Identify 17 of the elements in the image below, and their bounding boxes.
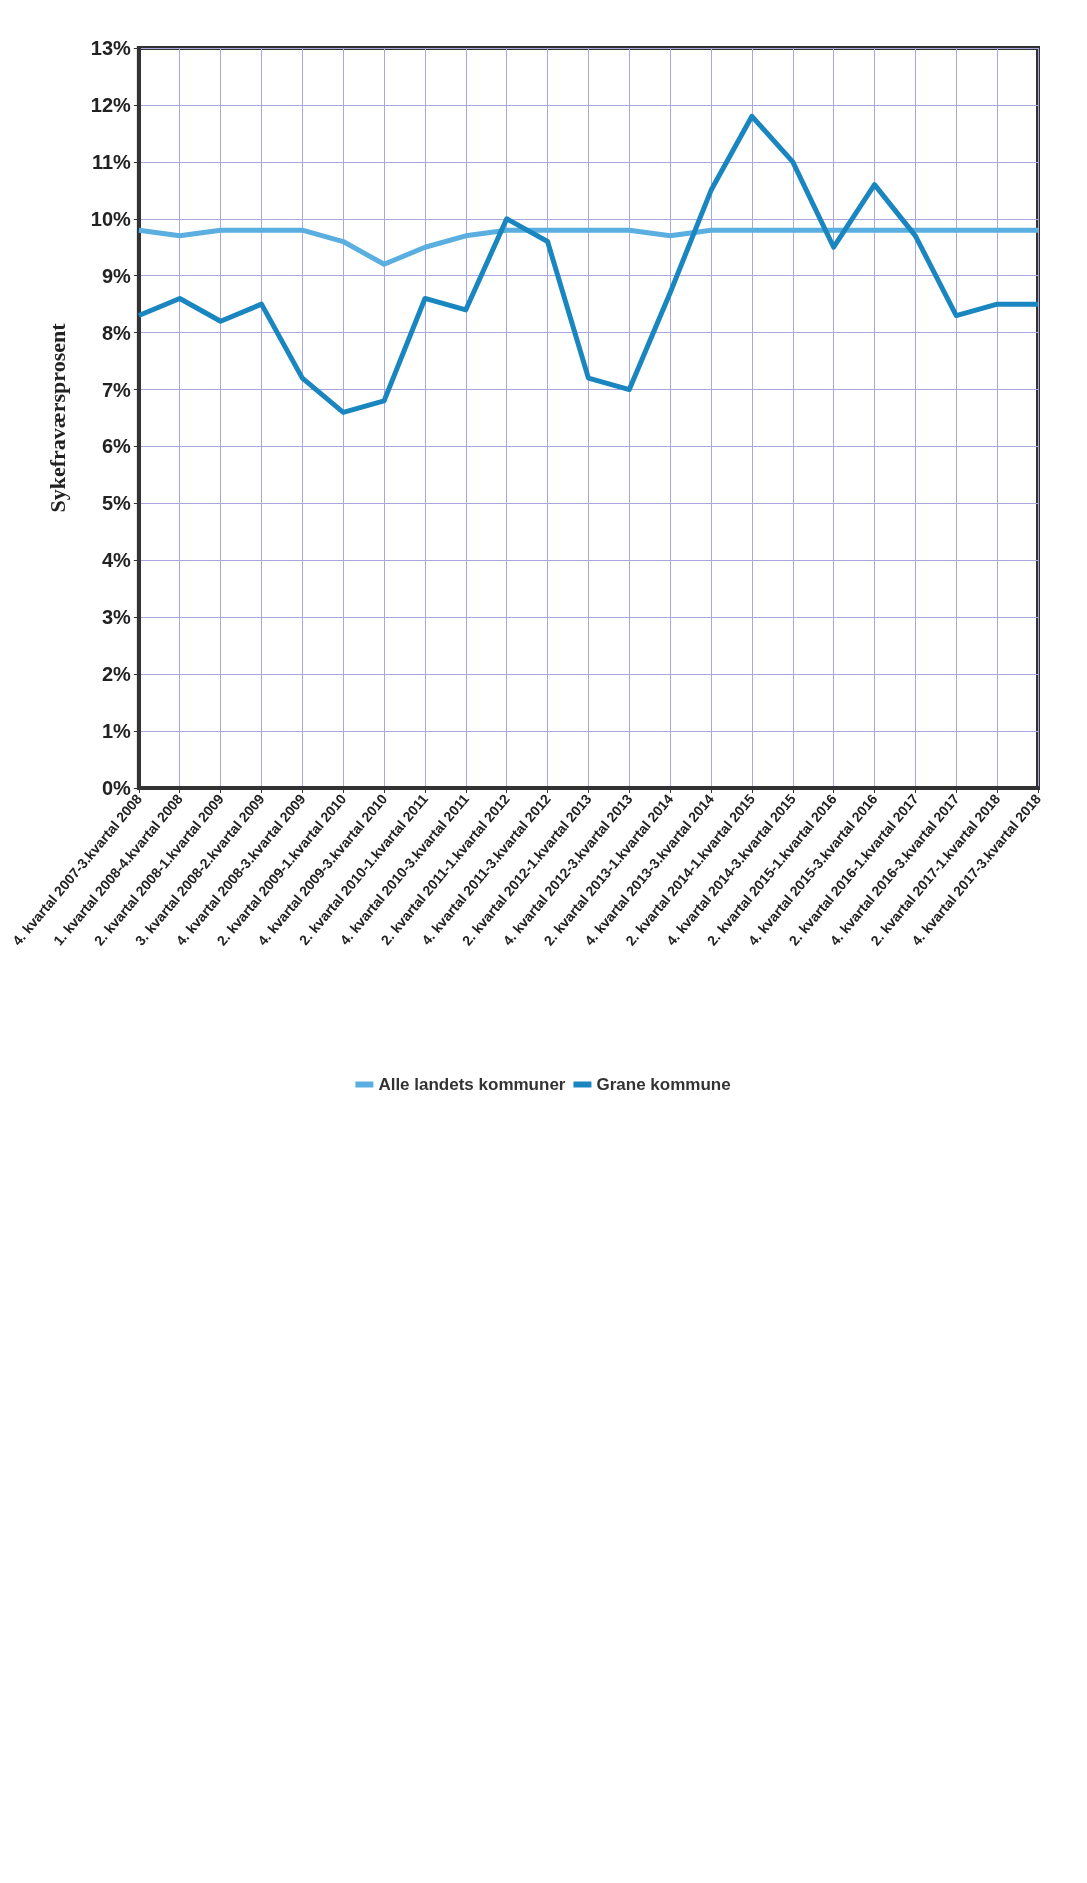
y-axis-title: Sykefraværsprosent <box>45 322 71 513</box>
y-tick-label: 8% <box>101 321 132 344</box>
y-tick-label: 2% <box>101 663 132 686</box>
y-tick-label: 3% <box>101 606 132 629</box>
y-tick-label: 11% <box>91 150 132 173</box>
y-tick-label: 13% <box>90 37 132 59</box>
y-tick-label: 9% <box>101 264 132 287</box>
y-tick-label: 7% <box>101 378 132 401</box>
y-tick-label: 0% <box>101 777 132 799</box>
y-tick-label: 6% <box>101 435 132 458</box>
y-tick-label: 12% <box>90 93 132 116</box>
y-tick-label: 4% <box>101 549 132 572</box>
y-tick-label: 10% <box>90 207 132 230</box>
y-tick-label: 5% <box>101 492 132 515</box>
legend-label: Grane kommune <box>596 1075 731 1094</box>
y-tick-label: 1% <box>101 720 132 743</box>
legend-label: Alle landets kommuner <box>378 1075 566 1094</box>
